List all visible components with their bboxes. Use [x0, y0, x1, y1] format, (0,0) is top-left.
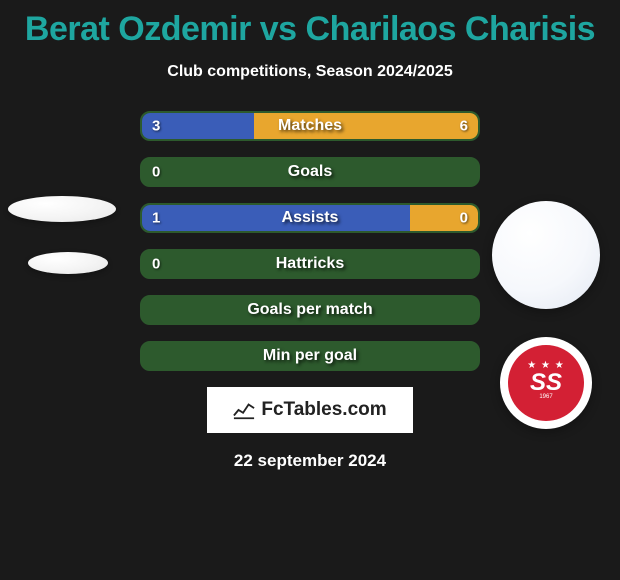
- logo-est: 1967: [539, 394, 552, 400]
- stat-value-right: 0: [460, 210, 468, 227]
- stat-label: Goals: [142, 163, 478, 181]
- player2-badge-2: ★ ★ ★ SS 1967: [500, 337, 592, 429]
- player2-badges: ★ ★ ★ SS 1967: [492, 201, 600, 429]
- sivasspor-logo: ★ ★ ★ SS 1967: [508, 345, 584, 421]
- date-text: 22 september 2024: [0, 451, 620, 471]
- subtitle: Club competitions, Season 2024/2025: [0, 63, 620, 81]
- player2-name: Charilaos Charisis: [306, 10, 596, 48]
- fctables-icon: [233, 400, 255, 420]
- vs-text: vs: [260, 10, 297, 48]
- fctables-brand: FcTables.com: [207, 387, 413, 433]
- comparison-title: Berat Ozdemir vs Charilaos Charisis: [0, 0, 620, 49]
- stat-bar-left: [142, 205, 410, 231]
- stat-label: Goals per match: [142, 301, 478, 319]
- stat-row: 0Hattricks: [140, 249, 480, 279]
- stat-value-left: 1: [152, 210, 160, 227]
- stat-label: Min per goal: [142, 347, 478, 365]
- stat-label: Hattricks: [142, 255, 478, 273]
- stat-bars: 36Matches0Goals10Assists0HattricksGoals …: [140, 111, 480, 371]
- player1-badge-1: [8, 196, 116, 222]
- player1-badge-2: [28, 252, 108, 274]
- stat-row: Goals per match: [140, 295, 480, 325]
- logo-monogram: SS: [530, 373, 562, 392]
- stat-bar-right: [254, 113, 478, 139]
- stat-row: 0Goals: [140, 157, 480, 187]
- stat-value-left: 0: [152, 164, 160, 181]
- stat-row: Min per goal: [140, 341, 480, 371]
- stat-value-right: 6: [460, 118, 468, 135]
- player1-badges: [8, 196, 116, 274]
- stat-value-left: 3: [152, 118, 160, 135]
- player1-name: Berat Ozdemir: [25, 10, 251, 48]
- player2-badge-1: [492, 201, 600, 309]
- stat-row: 10Assists: [140, 203, 480, 233]
- fctables-text: FcTables.com: [261, 399, 386, 421]
- stat-row: 36Matches: [140, 111, 480, 141]
- stats-container: ★ ★ ★ SS 1967 36Matches0Goals10Assists0H…: [0, 81, 620, 471]
- stat-value-left: 0: [152, 256, 160, 273]
